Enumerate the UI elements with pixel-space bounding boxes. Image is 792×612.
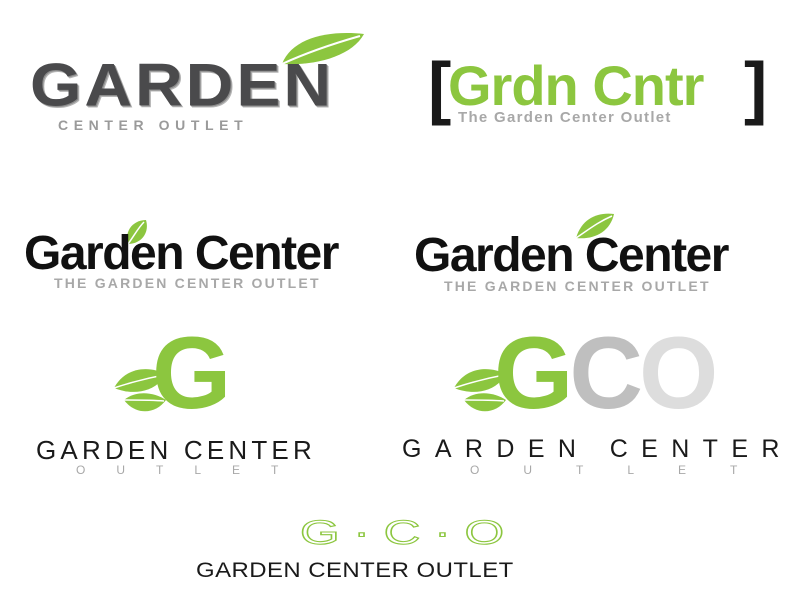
monogram-o: O — [639, 316, 718, 430]
tagline: OUTLET — [76, 463, 310, 477]
wordmark: Garden Center — [414, 229, 729, 282]
bracket-right: ] — [744, 48, 768, 126]
double-leaf-icon — [453, 369, 506, 412]
leaf-icon — [127, 220, 147, 245]
monogram-c: C — [569, 316, 643, 430]
tagline: The Garden Center Outlet — [458, 109, 672, 126]
tagline: CENTER OUTLET — [58, 117, 249, 133]
wordmark: GARDEN — [30, 50, 335, 119]
double-leaf-icon — [113, 369, 166, 412]
bracket-left: [ — [428, 48, 452, 126]
wordmark: Garden Center — [24, 227, 339, 280]
tagline: OUTLET — [470, 463, 782, 477]
monogram: GCO — [494, 322, 718, 424]
leaf-icon — [575, 213, 614, 239]
wordmark: GARDEN CENTER — [402, 435, 792, 463]
monogram: G·C·O — [299, 514, 518, 552]
tagline: THE GARDEN CENTER OUTLET — [54, 275, 321, 291]
wordmark: GARDEN CENTER OUTLET — [196, 559, 514, 582]
monogram: G — [152, 316, 232, 430]
tagline: THE GARDEN CENTER OUTLET — [444, 278, 711, 294]
wordmark: Grdn Cntr — [448, 54, 704, 117]
monogram-g: G — [494, 316, 573, 430]
wordmark: GARDEN CENTER — [36, 435, 316, 465]
leaf-icon — [281, 33, 364, 65]
